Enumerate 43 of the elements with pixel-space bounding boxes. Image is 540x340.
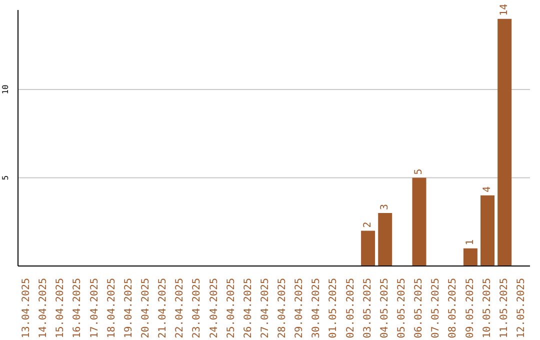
x-tick-label: 13.04.2025 <box>21 278 32 338</box>
x-tick-label: 29.04.2025 <box>294 278 306 338</box>
data-label: 14 <box>499 4 510 16</box>
x-tick-label: 02.05.2025 <box>345 278 356 338</box>
data-label: 4 <box>482 186 494 192</box>
x-tick-label: 24.04.2025 <box>208 278 220 338</box>
bar <box>480 195 495 266</box>
x-tick-label: 27.04.2025 <box>260 278 271 338</box>
x-tick-label: 30.04.2025 <box>311 278 322 338</box>
bar <box>361 230 376 266</box>
x-tick-label: 26.04.2025 <box>242 278 254 338</box>
x-tick-label: 21.04.2025 <box>158 278 169 338</box>
x-tick-label: 19.04.2025 <box>123 278 134 338</box>
x-tick-label: 05.05.2025 <box>396 278 408 338</box>
x-tick-label: 11.05.2025 <box>498 278 510 338</box>
x-tick-label: 03.05.2025 <box>362 278 374 338</box>
x-tick-label: 12.05.2025 <box>516 278 527 338</box>
bar <box>412 178 426 266</box>
bar <box>378 213 392 266</box>
x-tick-label: 07.05.2025 <box>430 278 442 338</box>
x-tick-label: 18.04.2025 <box>106 278 118 338</box>
x-tick-label: 08.05.2025 <box>448 278 459 338</box>
x-tick-label: 14.04.2025 <box>38 278 50 338</box>
x-tick-label: 10.05.2025 <box>482 278 493 338</box>
x-tick-label: 01.05.2025 <box>328 278 340 338</box>
x-tick-label: 04.05.2025 <box>379 278 390 338</box>
x-tick-label: 15.04.2025 <box>55 278 66 338</box>
bar <box>463 248 478 266</box>
x-tick-label: 06.05.2025 <box>414 278 425 338</box>
data-label: 2 <box>362 222 374 228</box>
y-tick-label: 10 <box>1 84 10 94</box>
x-tick-label: 16.04.2025 <box>72 278 84 338</box>
data-label: 3 <box>380 204 391 210</box>
data-label: 1 <box>464 239 476 246</box>
bar <box>498 18 512 266</box>
x-tick-label: 22.04.2025 <box>174 278 186 338</box>
x-tick-label: 25.04.2025 <box>226 278 237 338</box>
x-tick-label: 20.04.2025 <box>140 278 152 338</box>
x-tick-label: 28.04.2025 <box>277 278 288 338</box>
x-tick-label: 09.05.2025 <box>464 278 476 338</box>
x-tick-label: 23.04.2025 <box>192 278 203 338</box>
x-tick-label: 17.04.2025 <box>89 278 100 338</box>
data-label: 5 <box>414 168 425 175</box>
